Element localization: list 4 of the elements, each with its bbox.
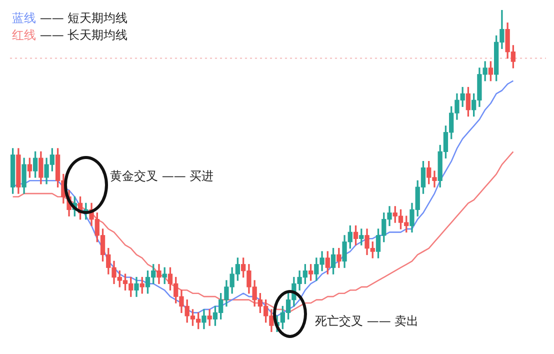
annotation: 死亡交叉 —— 卖出 [315, 314, 419, 328]
annotation: 红线 —— 长天期均线 [12, 28, 128, 42]
annotation: 蓝线 —— 短天期均线 [12, 11, 128, 25]
annotation: 黄金交叉 —— 买进 [110, 169, 214, 183]
